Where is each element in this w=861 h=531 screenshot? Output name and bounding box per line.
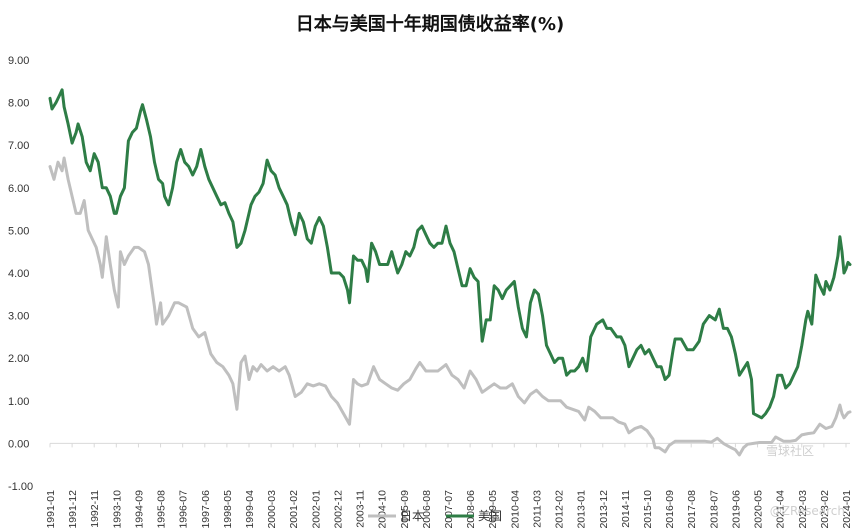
x-tick-label: 2000-03 xyxy=(266,490,278,529)
x-tick-label: 2022-03 xyxy=(797,490,809,529)
x-tick-label: 1995-08 xyxy=(156,490,168,529)
x-tick-label: 2013-01 xyxy=(576,490,588,529)
y-tick-label: 2.00 xyxy=(8,353,29,365)
x-tick-label: 2023-02 xyxy=(819,490,831,529)
x-tick-label: 2016-09 xyxy=(664,490,676,529)
x-tick-label: 2002-12 xyxy=(332,490,344,529)
x-tick-label: 2019-06 xyxy=(730,490,742,529)
x-tick-label: 2006-08 xyxy=(421,490,433,529)
legend-label-us: 美国 xyxy=(478,509,502,523)
x-tick-label: 1991-12 xyxy=(67,490,79,529)
x-tick-label: 2011-03 xyxy=(531,490,543,528)
legend-label-japan: 日本 xyxy=(400,509,424,523)
x-tick-label: 2001-02 xyxy=(288,490,300,529)
watermark-bottom-right: @ZResearch xyxy=(770,504,845,518)
x-tick-label: 2021-04 xyxy=(775,490,787,529)
x-tick-label: 2012-02 xyxy=(554,490,566,529)
x-tick-label: 2002-01 xyxy=(310,490,322,529)
x-tick-label: 2020-05 xyxy=(753,490,765,529)
x-tick-label: 1992-11 xyxy=(89,490,101,528)
x-tick-label: 2015-10 xyxy=(642,490,654,529)
y-tick-label: 7.00 xyxy=(8,140,29,152)
x-tick-label: 1999-04 xyxy=(244,490,256,529)
x-tick-label: 2018-07 xyxy=(708,490,720,529)
x-tick-label: 2014-11 xyxy=(620,490,632,528)
y-tick-label: 3.00 xyxy=(8,311,29,323)
x-tick-label: 2007-07 xyxy=(443,490,455,529)
y-tick-label: 4.00 xyxy=(8,268,29,280)
x-tick-label: 2024-01 xyxy=(841,490,853,529)
series-layer xyxy=(48,88,852,457)
x-tick-label: 2005-09 xyxy=(399,490,411,529)
x-tick-label: 2003-11 xyxy=(355,490,367,528)
x-tick-label: 2010-04 xyxy=(509,490,521,529)
y-tick-label: 5.00 xyxy=(8,225,29,237)
x-tick-label: 2008-06 xyxy=(465,490,477,529)
x-axis: 1991-01 1991-12 1992-11 1993-10 1994-09 1995-… xyxy=(45,442,853,529)
y-tick-label: 6.00 xyxy=(8,183,29,195)
series-line-us xyxy=(48,88,852,420)
series-line-japan xyxy=(48,156,852,457)
x-tick-label: 1996-07 xyxy=(178,490,190,529)
x-tick-label: 1991-01 xyxy=(45,490,57,529)
y-tick-label: 1.00 xyxy=(8,396,29,408)
x-tick-label: 2017-08 xyxy=(686,490,698,529)
legend: 日本 美国 xyxy=(368,509,502,523)
x-tick-label: 2009-05 xyxy=(487,490,499,529)
x-tick-label: 1994-09 xyxy=(133,490,145,529)
watermark-center: 雪球社区 xyxy=(766,443,814,458)
x-tick-label: 1993-10 xyxy=(111,490,123,529)
y-tick-label: -1.00 xyxy=(8,481,33,493)
y-tick-label: 8.00 xyxy=(8,98,29,110)
x-tick-label: 1998-05 xyxy=(222,490,234,529)
y-tick-label: 9.00 xyxy=(8,55,29,67)
x-tick-label: 2013-12 xyxy=(598,490,610,529)
y-axis: 9.00 8.00 7.00 6.00 5.00 4.00 3.00 2.00 1.00 0.00… xyxy=(8,55,33,493)
chart-title: 日本与美国十年期国债收益率(%) xyxy=(296,13,565,35)
y-tick-label: 0.00 xyxy=(8,438,29,450)
x-tick-label: 1997-06 xyxy=(200,490,212,529)
x-tick-label: 2004-10 xyxy=(377,490,389,529)
